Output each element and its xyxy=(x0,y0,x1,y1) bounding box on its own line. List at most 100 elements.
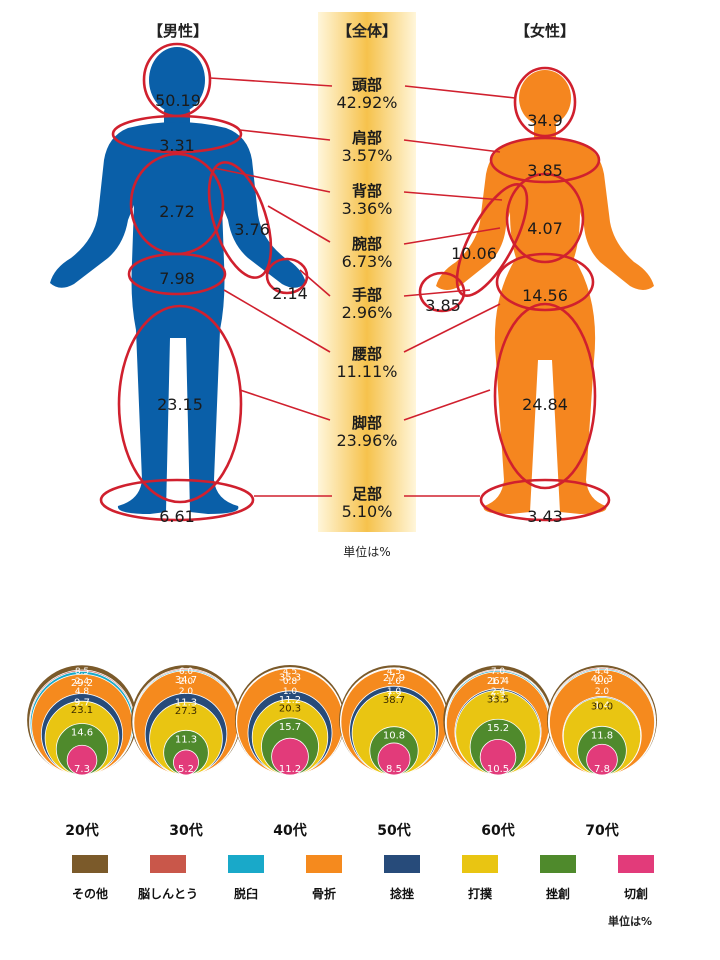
age-label-20代: 20代 xyxy=(65,822,98,839)
age-label-50代: 50代 xyxy=(377,822,410,839)
total-value-leg: 23.96% xyxy=(336,431,397,450)
legend-label-cut: 切創 xyxy=(624,886,648,901)
legend-swatch-bruise xyxy=(462,855,498,873)
age-label-30代: 30代 xyxy=(169,822,202,839)
value-laceration-70代: 11.8 xyxy=(591,730,613,741)
value-dislocation-70代: 2.0 xyxy=(595,687,610,697)
value-concussion-70代: 2.0 xyxy=(595,677,610,687)
value-concussion-30代: 2.0 xyxy=(179,677,194,687)
value-dislocation-20代: 4.8 xyxy=(75,687,90,697)
part-name-waist: 腰部 xyxy=(351,345,382,363)
value-sprain-40代: 11.2 xyxy=(279,695,301,706)
age-group-60代: 7.01.72.426.4 2.333.5 15.2 10.5 60代 xyxy=(443,665,553,839)
legend-label-laceration: 挫創 xyxy=(546,886,570,901)
circle-cut-30代 xyxy=(173,749,199,776)
unit-label-bottom: 単位は% xyxy=(608,914,652,928)
legend-label-bruise: 打撲 xyxy=(468,886,493,901)
legend-swatch-laceration xyxy=(540,855,576,873)
male-value-hand: 2.14 xyxy=(272,284,308,303)
male-figure xyxy=(50,47,306,514)
value-bruise-20代: 23.1 xyxy=(71,705,93,716)
female-value-head: 34.9 xyxy=(527,111,563,130)
female-value-foot: 3.43 xyxy=(527,507,563,526)
female-value-hand: 3.85 xyxy=(425,296,461,315)
total-value-back: 3.36% xyxy=(342,199,393,218)
circle-cut-40代 xyxy=(271,737,309,776)
value-other-60代: 7.0 xyxy=(491,667,506,677)
legend-label-other: その他 xyxy=(72,886,108,901)
legend-swatch-fracture xyxy=(306,855,342,873)
male-value-arm: 3.76 xyxy=(234,220,270,239)
male-value-shoulder: 3.31 xyxy=(159,136,195,155)
circle-cut-70代 xyxy=(586,743,618,776)
header-male: 【男性】 xyxy=(148,22,208,40)
female-value-back: 4.07 xyxy=(527,219,563,238)
value-sprain-60代: 2.3 xyxy=(490,693,506,704)
unit-label-top: 単位は% xyxy=(343,544,390,559)
value-concussion-20代: 2.4 xyxy=(75,677,90,687)
body-part-injury-chart: 【男性】 【全体】 【女性】 xyxy=(50,12,654,559)
legend-swatch-cut xyxy=(618,855,654,873)
value-bruise-50代: 38.7 xyxy=(383,695,405,706)
value-cut-50代: 8.5 xyxy=(386,764,402,775)
male-value-back: 2.72 xyxy=(159,202,195,221)
value-laceration-60代: 15.2 xyxy=(487,723,509,734)
age-group-20代: 8.52.44.829.2 9.723.1 14.6 7.3 20代 xyxy=(27,665,137,839)
legend-label-concussion: 脳しんとう xyxy=(138,886,198,901)
value-cut-30代: 5.2 xyxy=(178,764,194,775)
total-value-head: 42.92% xyxy=(336,93,397,112)
age-label-70代: 70代 xyxy=(585,822,618,839)
value-dislocation-60代: 2.4 xyxy=(491,687,506,697)
value-laceration-40代: 15.7 xyxy=(279,722,301,733)
value-sprain-70代: 1.4 xyxy=(594,700,610,711)
value-concussion-60代: 1.7 xyxy=(491,677,505,687)
male-value-head: 50.19 xyxy=(155,91,201,110)
value-cut-60代: 10.5 xyxy=(487,764,509,775)
value-bruise-40代: 20.3 xyxy=(279,703,301,714)
total-value-foot: 5.10% xyxy=(342,502,393,521)
legend-label-fracture: 骨折 xyxy=(312,886,336,901)
value-laceration-20代: 14.6 xyxy=(71,728,93,739)
total-band xyxy=(318,12,416,532)
value-other-20代: 8.5 xyxy=(75,667,89,677)
circle-cut-60代 xyxy=(479,738,517,776)
female-value-arm: 10.06 xyxy=(451,244,497,263)
age-injury-circles-chart: 8.52.44.829.29.723.114.67.320代6.02.02.03… xyxy=(27,665,657,928)
part-name-hand: 手部 xyxy=(352,286,382,304)
value-other-50代: 4.5 xyxy=(387,667,401,677)
part-name-head: 頭部 xyxy=(352,76,382,94)
value-other-30代: 6.0 xyxy=(179,667,194,677)
total-value-shoulder: 3.57% xyxy=(342,146,393,165)
female-value-leg: 24.84 xyxy=(522,395,568,414)
value-fracture-50代: 27.9 xyxy=(383,673,405,684)
male-value-leg: 23.15 xyxy=(157,395,203,414)
value-dislocation-50代: 1.0 xyxy=(387,687,402,697)
value-concussion-50代: 1.0 xyxy=(387,677,402,687)
value-fracture-20代: 29.2 xyxy=(71,678,93,689)
value-sprain-50代: 7.2 xyxy=(386,690,402,701)
female-value-shoulder: 3.85 xyxy=(527,161,563,180)
value-fracture-30代: 34.7 xyxy=(175,675,197,686)
legend-label-sprain: 捻挫 xyxy=(390,886,414,901)
legend-swatch-sprain xyxy=(384,855,420,873)
value-laceration-30代: 11.3 xyxy=(175,734,197,745)
header-total: 【全体】 xyxy=(337,22,397,40)
value-fracture-40代: 35.3 xyxy=(279,673,301,684)
part-name-arm: 腕部 xyxy=(352,235,382,253)
value-other-70代: 4.4 xyxy=(595,667,610,677)
male-value-foot: 6.61 xyxy=(159,507,195,526)
value-concussion-40代: 0.8 xyxy=(283,677,298,687)
value-sprain-30代: 11.3 xyxy=(175,697,197,708)
legend-label-dislocation: 脱臼 xyxy=(234,886,258,901)
value-bruise-30代: 27.3 xyxy=(175,706,197,717)
header-female: 【女性】 xyxy=(515,22,575,40)
age-label-60代: 60代 xyxy=(481,822,514,839)
value-dislocation-40代: 1.0 xyxy=(283,687,298,697)
value-dislocation-30代: 2.0 xyxy=(179,687,194,697)
value-sprain-20代: 9.7 xyxy=(74,698,90,709)
connector-lines xyxy=(209,77,516,497)
female-value-waist: 14.56 xyxy=(522,286,568,305)
